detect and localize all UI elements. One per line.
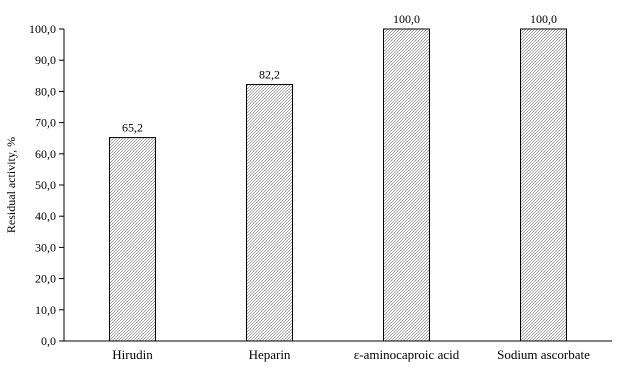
y-tick-label: 60,0 (35, 147, 56, 161)
y-tick-label: 40,0 (35, 209, 56, 223)
y-tick-label: 80,0 (35, 84, 56, 98)
bar (383, 28, 430, 342)
x-axis-categories: Hirudin Heparin ε-aminocaproic acid Sodium … (112, 347, 590, 362)
x-category-label: ε-aminocaproic acid (354, 347, 460, 362)
data-label: 82,2 (259, 68, 280, 82)
x-category-label: Sodium ascorbate (497, 347, 590, 362)
bar (109, 137, 156, 342)
bar (520, 28, 567, 342)
data-label: 65,2 (122, 121, 143, 135)
bars (109, 28, 567, 342)
y-axis-ticks: 0,0 10,0 20,0 30,0 40,0 50,0 60,0 70,0 80,0 90,0 1… (29, 22, 64, 348)
data-label: 100,0 (393, 12, 420, 26)
y-tick-label: 100,0 (29, 22, 56, 36)
data-labels: 65,2 82,2 100,0 100,0 (122, 12, 557, 135)
y-tick-label: 90,0 (35, 53, 56, 67)
y-axis-title: Residual activity, % (4, 137, 18, 233)
bar (246, 84, 293, 342)
y-tick-label: 30,0 (35, 240, 56, 254)
x-category-label: Hirudin (112, 347, 153, 362)
x-category-label: Heparin (249, 347, 291, 362)
y-tick-label: 70,0 (35, 116, 56, 130)
y-tick-label: 10,0 (35, 303, 56, 317)
data-label: 100,0 (530, 12, 557, 26)
y-tick-label: 50,0 (35, 178, 56, 192)
y-tick-label: 0,0 (41, 334, 56, 348)
y-tick-label: 20,0 (35, 272, 56, 286)
